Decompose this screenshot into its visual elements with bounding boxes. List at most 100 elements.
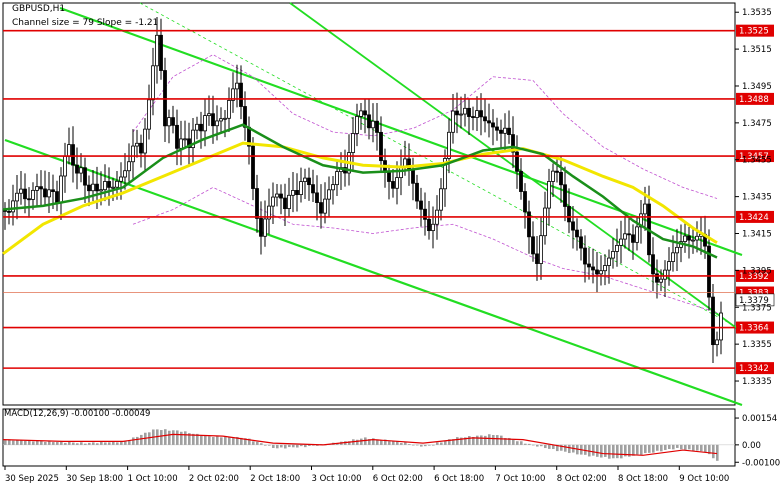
level-label-box — [736, 24, 774, 37]
candle-body — [655, 273, 659, 283]
macd-hist-bar — [712, 444, 715, 459]
candle-body — [659, 278, 663, 283]
macd-hist-bar — [56, 442, 59, 445]
macd-hist-bar — [288, 444, 291, 448]
candle-body — [71, 144, 75, 166]
candle-body — [603, 265, 607, 272]
candle-body — [255, 188, 259, 219]
macd-hist-bar — [660, 444, 663, 452]
macd-hist-bar — [448, 439, 451, 445]
macd-hist-bar — [440, 442, 443, 445]
macd-hist-bar — [232, 438, 235, 445]
level-label: 1.3457 — [739, 152, 769, 162]
candle-body — [643, 203, 647, 215]
macd-hist-bar — [512, 439, 515, 445]
level-label: 1.3364 — [739, 324, 769, 334]
level-label-box — [736, 92, 774, 105]
macd-hist-bar — [68, 441, 71, 445]
price-plot-area — [2, 2, 743, 407]
macd-hist-bar — [428, 444, 431, 446]
macd-hist-bar — [404, 442, 407, 445]
candle-body — [327, 189, 331, 200]
candle-body — [47, 189, 51, 198]
macd-hist-bar — [120, 441, 123, 445]
candle-body — [303, 177, 307, 182]
macd-hist-bar — [292, 444, 295, 448]
price-tick-label: 1.3335 — [742, 377, 772, 387]
candle-body — [299, 181, 303, 195]
macd-hist-bar — [464, 437, 467, 445]
macd-hist-bar — [528, 443, 531, 445]
macd-hist-bar — [100, 441, 103, 445]
macd-hist-bar — [8, 439, 11, 445]
plot-frame — [2, 2, 736, 406]
level-label: 1.3488 — [739, 95, 769, 105]
candle-body — [155, 34, 159, 67]
candle-body — [635, 226, 639, 243]
macd-hist-bar — [496, 435, 499, 445]
chart-symbol-title: GBPUSD,H1 — [12, 4, 65, 14]
price-axis: 1.3525 1.3488 1.3457 1.3424 1.3392 1.3364 1.33… — [735, 8, 780, 468]
macd-hist-bar — [592, 444, 595, 456]
macd-hist-bar — [360, 438, 363, 445]
time-tick-label: 3 Oct 10:00 — [312, 474, 362, 484]
candle-body — [363, 110, 367, 116]
candle-body — [439, 188, 443, 211]
macd-hist-bar — [160, 430, 163, 445]
candle-body — [143, 128, 147, 154]
candle-body — [571, 221, 575, 231]
candle-body — [619, 238, 623, 246]
candle-body — [119, 176, 123, 182]
candle-body — [251, 145, 255, 189]
candle-body — [511, 134, 515, 153]
candle-body — [695, 235, 699, 241]
candle-body — [271, 196, 275, 207]
macd-label: MACD(12,26,9) -0.00100 -0.00049 — [4, 409, 150, 419]
macd-hist-bar — [12, 440, 15, 445]
time-tick-label: 2 Oct 18:00 — [250, 474, 300, 484]
time-tick-label: 1 Oct 10:00 — [128, 474, 178, 484]
candle-body — [215, 120, 219, 127]
candle-body — [295, 190, 299, 195]
macd-hist-bar — [104, 442, 107, 445]
macd-hist-bar — [132, 437, 135, 445]
macd-hist-bar — [184, 431, 187, 445]
macd-hist-bar — [688, 444, 691, 450]
macd-hist-bar — [452, 439, 455, 445]
candle-body — [539, 235, 543, 264]
macd-hist-bar — [492, 434, 495, 445]
candle-body — [167, 117, 171, 127]
macd-hist-bar — [616, 444, 619, 459]
candle-body — [375, 120, 379, 133]
macd-hist-bar — [488, 434, 491, 445]
candle-body — [323, 198, 327, 214]
macd-hist-bar — [52, 442, 55, 445]
macd-hist-bar — [548, 444, 551, 449]
macd-hist-bar — [364, 437, 367, 445]
macd-hist-bar — [424, 444, 427, 447]
candle-body — [123, 170, 127, 178]
candle-body — [395, 177, 399, 189]
time-tick-label: 30 Sep 2025 — [5, 474, 59, 484]
level-label: 1.3392 — [739, 272, 769, 282]
macd-hist-bar — [204, 435, 207, 445]
candle-body — [131, 145, 135, 163]
macd-hist-bar — [596, 444, 599, 457]
macd-hist-bar — [196, 433, 199, 445]
macd-hist-bar — [632, 444, 635, 456]
macd-hist-bar — [516, 441, 519, 445]
candle-body — [611, 251, 615, 259]
macd-hist-bar — [316, 444, 319, 446]
macd-hist-bar — [684, 444, 687, 450]
macd-hist-bar — [708, 444, 711, 455]
macd-hist-bar — [460, 437, 463, 445]
candle-body — [319, 202, 323, 214]
candle-body — [547, 181, 551, 209]
candle-body — [243, 106, 247, 128]
macd-hist-bar — [416, 444, 419, 446]
macd-hist-bar — [72, 442, 75, 445]
candle-body — [331, 184, 335, 191]
candle-body — [75, 164, 79, 174]
macd-hist-bar — [560, 444, 563, 451]
macd-hist-bar — [612, 444, 615, 459]
